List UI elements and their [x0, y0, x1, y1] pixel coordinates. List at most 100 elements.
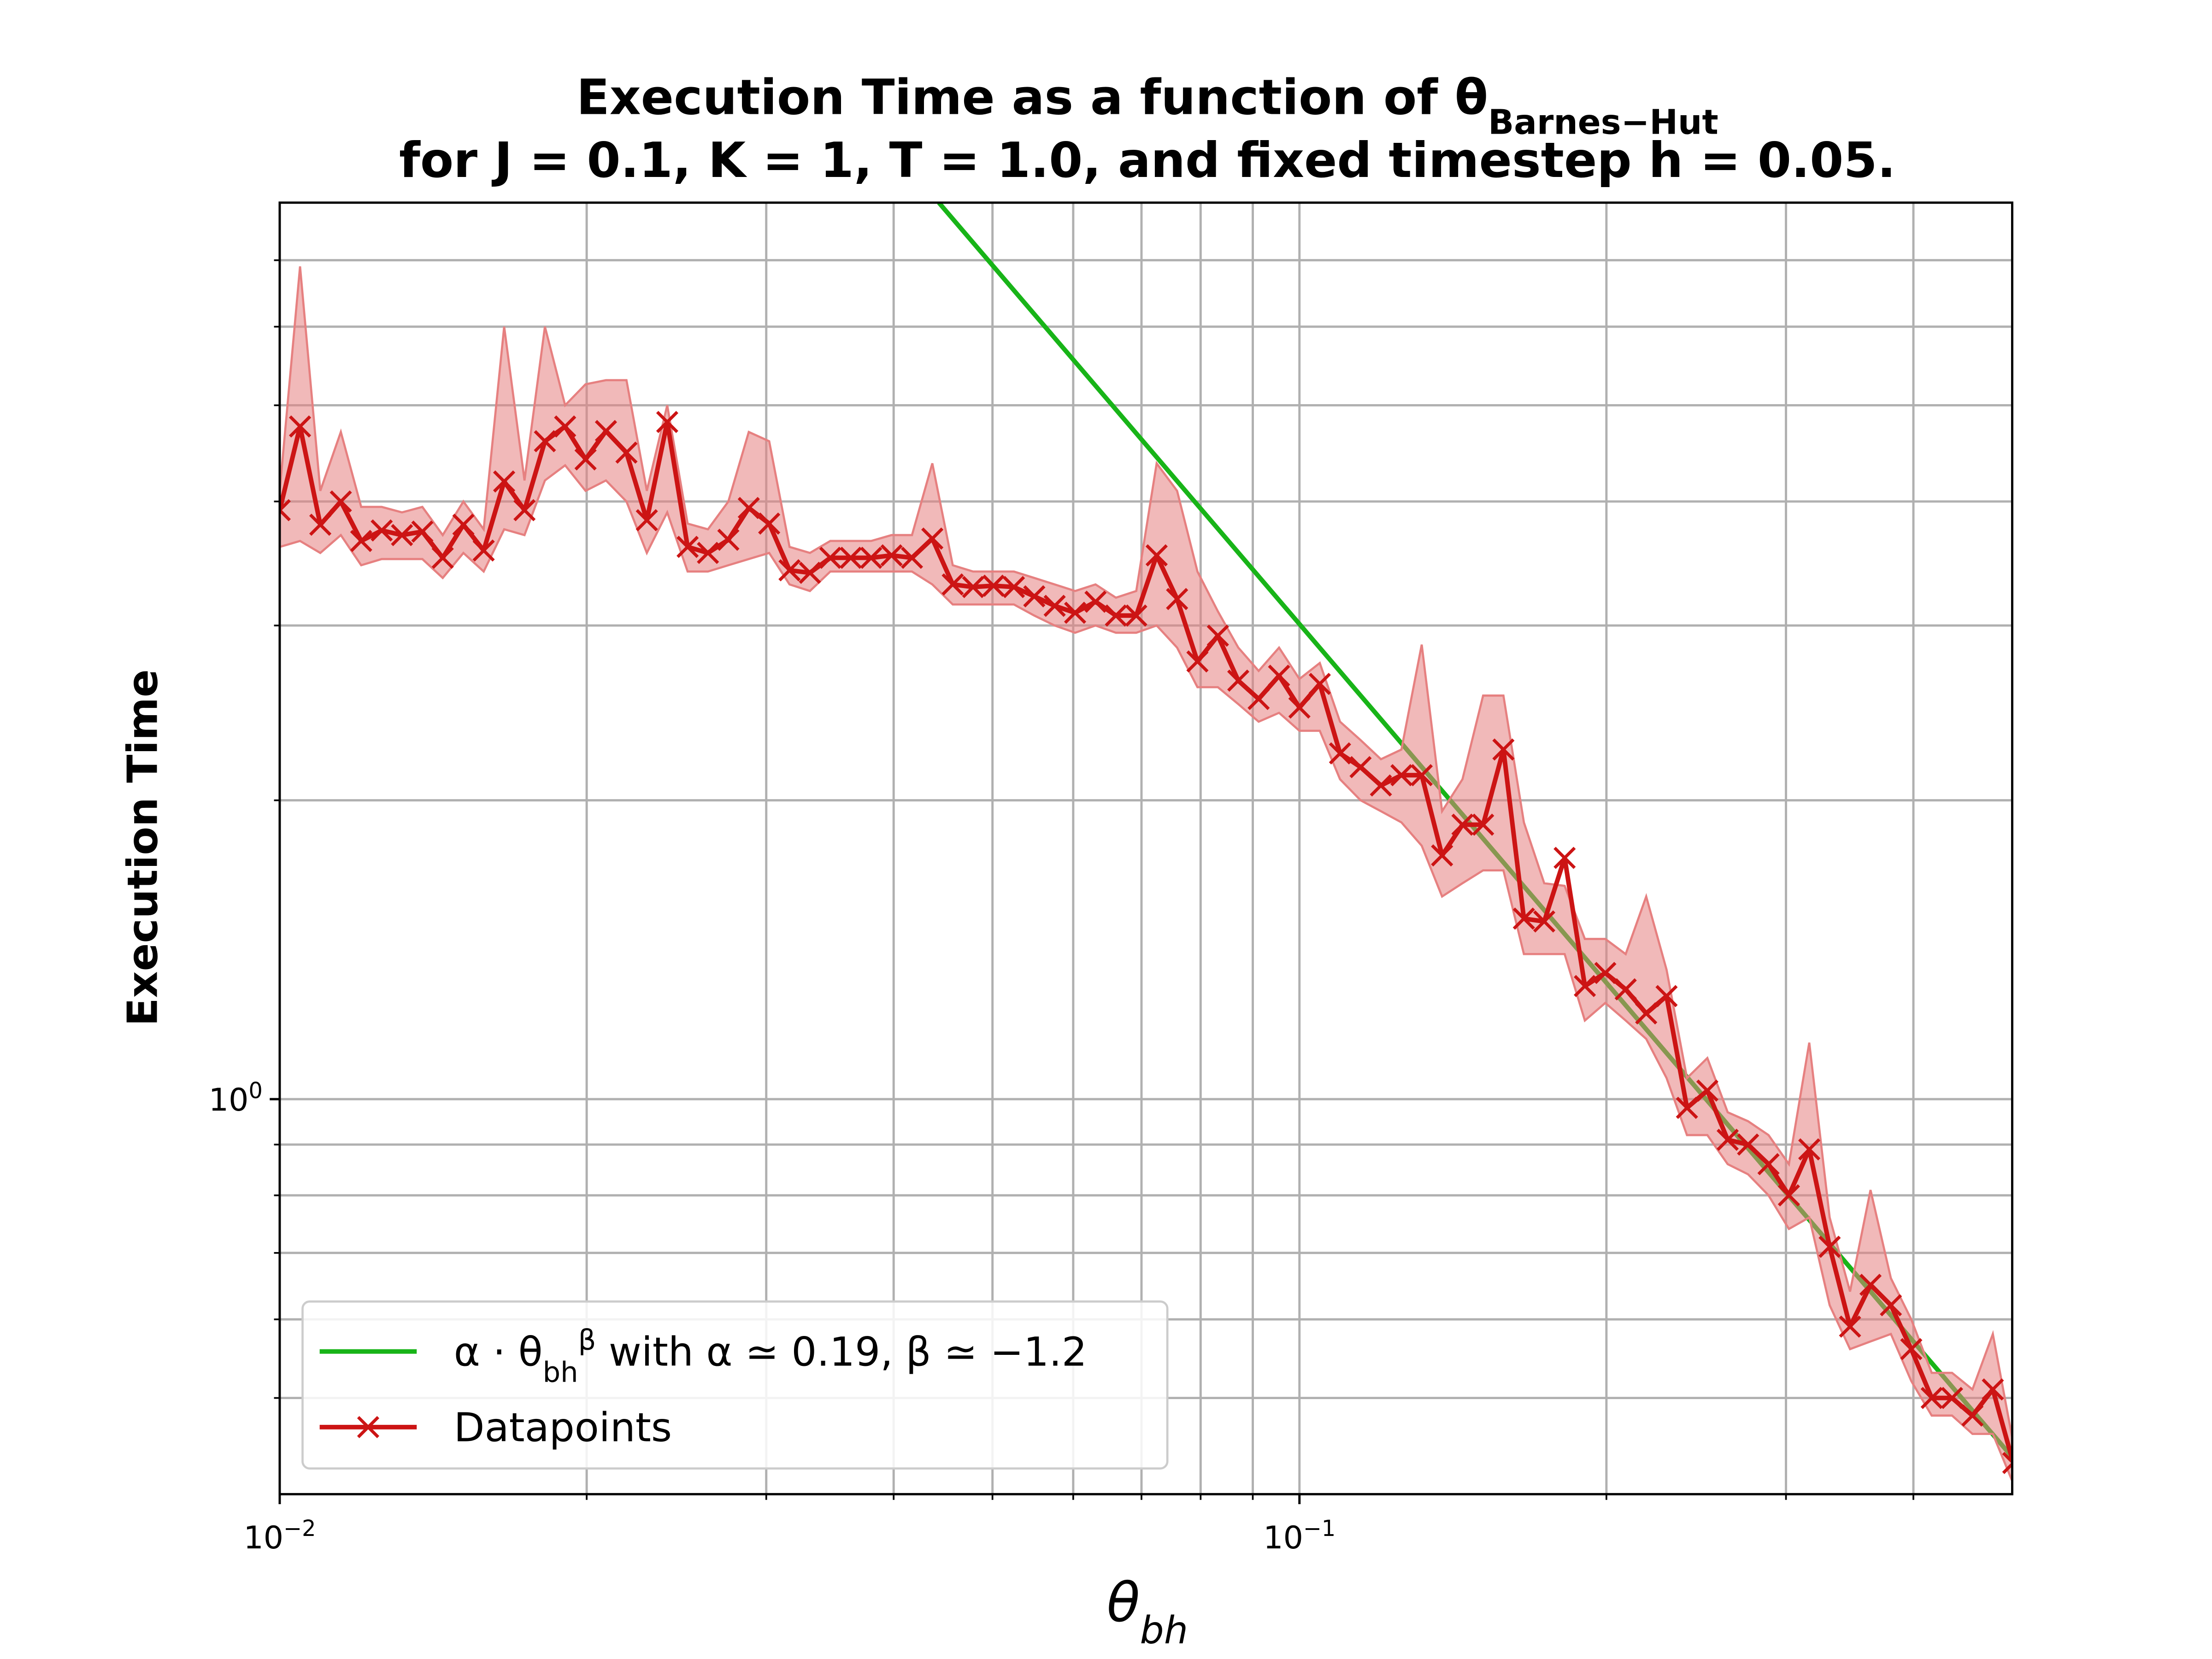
- marker: [1655, 985, 1678, 1007]
- marker: [554, 415, 577, 438]
- marker: [1614, 978, 1637, 1000]
- marker: [819, 547, 841, 569]
- marker: [1716, 1129, 1739, 1151]
- marker: [1492, 738, 1515, 761]
- marker: [1777, 1184, 1800, 1206]
- marker: [411, 520, 434, 543]
- marker: [1512, 907, 1535, 930]
- marker: [1900, 1338, 1923, 1360]
- marker: [1186, 650, 1209, 673]
- marker: [1553, 847, 1576, 869]
- marker: [1411, 764, 1433, 787]
- legend-box: [301, 1300, 1169, 1470]
- marker: [1105, 604, 1127, 627]
- x-axis-label: θbh: [1107, 1571, 1188, 1653]
- legend-label: α · θbhβ with α ≃ 0.19, β ≃ −1.2: [454, 1324, 1087, 1389]
- marker: [1594, 962, 1617, 984]
- marker: [1288, 696, 1311, 719]
- marker: [1370, 774, 1392, 797]
- marker: [1818, 1235, 1841, 1258]
- chart-title: Execution Time as a function of θBarnes−…: [577, 69, 1718, 142]
- marker: [737, 497, 760, 519]
- marker: [1064, 601, 1087, 624]
- y-tick-label: 100: [209, 1078, 263, 1118]
- marker: [279, 499, 291, 522]
- marker: [941, 573, 964, 596]
- marker: [1676, 1096, 1698, 1119]
- marker: [1451, 813, 1474, 836]
- marker: [1166, 588, 1188, 610]
- marker: [1880, 1294, 1902, 1317]
- marker: [799, 561, 821, 584]
- marker: [1003, 576, 1025, 598]
- marker: [1737, 1133, 1759, 1156]
- marker: [860, 547, 882, 569]
- marker: [574, 448, 597, 471]
- marker: [900, 547, 924, 569]
- marker: [1941, 1387, 1964, 1409]
- marker: [1125, 604, 1147, 627]
- marker: [1982, 1378, 2004, 1401]
- marker: [2002, 1452, 2012, 1474]
- marker: [1329, 742, 1351, 765]
- legend-marker: [357, 1416, 380, 1438]
- legend-label: Datapoints: [454, 1405, 672, 1451]
- marker: [778, 559, 801, 582]
- marker: [371, 519, 393, 542]
- marker: [1798, 1138, 1821, 1161]
- marker: [921, 527, 944, 550]
- marker: [1839, 1315, 1861, 1338]
- marker: [1268, 665, 1290, 687]
- chart-title: for J = 0.1, K = 1, T = 1.0, and fixed t…: [399, 132, 1896, 188]
- marker: [1696, 1079, 1719, 1102]
- marker: [1084, 590, 1107, 613]
- marker: [309, 513, 332, 536]
- marker: [391, 524, 413, 547]
- marker: [1206, 624, 1229, 647]
- marker: [594, 420, 618, 442]
- marker: [493, 470, 516, 493]
- ticks: 10−2 10−1 100: [209, 259, 1914, 1556]
- marker: [1533, 910, 1556, 933]
- marker: [677, 535, 699, 558]
- marker: [656, 411, 678, 433]
- marker: [329, 490, 352, 513]
- marker: [513, 499, 536, 522]
- marker: [1390, 764, 1413, 787]
- x-tick-label: 10−2: [243, 1516, 316, 1556]
- marker: [1635, 1002, 1658, 1025]
- marker: [840, 547, 862, 569]
- plot-area: [279, 202, 2012, 1484]
- marker: [289, 415, 312, 438]
- marker: [1431, 844, 1453, 867]
- marker: [534, 430, 556, 453]
- marker: [1227, 669, 1250, 692]
- marker: [615, 441, 638, 464]
- x-tick-label: 10−1: [1263, 1516, 1335, 1556]
- marker: [472, 539, 495, 562]
- marker: [758, 512, 781, 535]
- marker: [982, 574, 1005, 597]
- y-axis-label: Execution Time: [119, 669, 167, 1026]
- marker: [452, 513, 475, 536]
- marker: [1961, 1404, 1984, 1427]
- marker: [1145, 544, 1168, 567]
- marker: [697, 541, 719, 564]
- marker: [1023, 585, 1046, 608]
- marker: [1920, 1387, 1943, 1409]
- marker: [1859, 1274, 1882, 1296]
- marker: [1349, 756, 1372, 778]
- marker: [635, 509, 658, 531]
- marker: [1043, 594, 1066, 617]
- legend: α · θbhβ with α ≃ 0.19, β ≃ −1.2 Datapoin…: [301, 1300, 1169, 1470]
- marker: [1247, 688, 1270, 710]
- marker: [1574, 975, 1596, 997]
- axes-frame: [278, 201, 2013, 1495]
- marker: [1308, 672, 1331, 695]
- error-band: [279, 266, 2012, 1484]
- marker: [431, 547, 454, 569]
- marker: [1472, 813, 1494, 836]
- marker: [350, 529, 372, 552]
- marker: [717, 529, 740, 551]
